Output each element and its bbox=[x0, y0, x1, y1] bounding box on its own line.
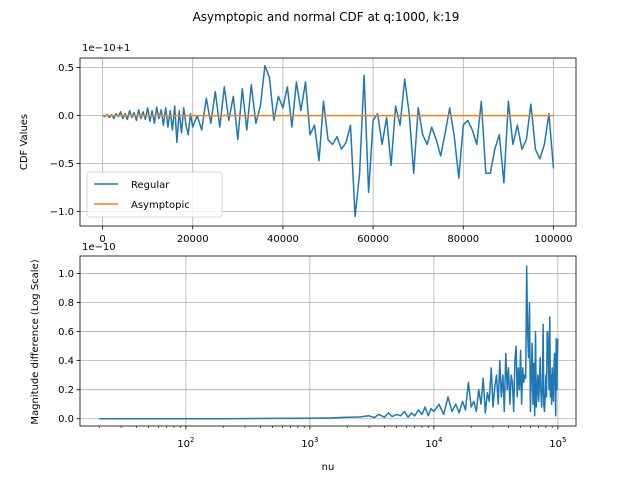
series-line-regular bbox=[102, 64, 555, 218]
top-y-tick-label: 0.0 bbox=[58, 111, 74, 122]
bottom-axes: 102 103 104 105 0.0 0.2 0.4 0.6 0.8 1.0 1e−10 Mag… bbox=[30, 242, 577, 473]
top-x-tick-label: 80000 bbox=[447, 234, 479, 245]
legend-regular-label: Regular bbox=[131, 180, 170, 191]
bottom-y-axis-label: Magnitude difference (Log Scale) bbox=[30, 259, 41, 424]
top-x-tick-label: 0 bbox=[99, 234, 105, 245]
top-offset-text: 1e−10+1 bbox=[82, 43, 130, 54]
bottom-y-tick-label: 0.0 bbox=[58, 414, 74, 425]
top-x-tick-label: 20000 bbox=[177, 234, 209, 245]
bottom-y-tick-label: 0.2 bbox=[58, 385, 74, 396]
top-y-tick-label: −1.0 bbox=[50, 207, 74, 218]
bottom-y-tick-label: 0.6 bbox=[58, 327, 74, 338]
bottom-x-tick-label: 103 bbox=[301, 436, 318, 450]
top-axes: 0 20000 40000 60000 80000 100000 −1.0 −0.5 0.0 0.… bbox=[19, 43, 577, 245]
top-x-tick-label: 100000 bbox=[534, 234, 572, 245]
top-x-tick-label: 40000 bbox=[267, 234, 299, 245]
bottom-x-tick-label: 104 bbox=[425, 436, 443, 450]
bottom-offset-text: 1e−10 bbox=[82, 242, 116, 253]
top-y-tick-label: 0.5 bbox=[58, 63, 74, 74]
top-y-axis-label: CDF Values bbox=[19, 114, 30, 170]
bottom-y-tick-label: 0.8 bbox=[58, 298, 74, 309]
figure-title: Asymptopic and normal CDF at q:1000, k:1… bbox=[193, 10, 460, 24]
top-y-tick-label: −0.5 bbox=[50, 159, 74, 170]
series-line-difference bbox=[99, 265, 559, 420]
bottom-x-tick-label: 102 bbox=[177, 436, 194, 450]
bottom-y-tick-label: 0.4 bbox=[58, 356, 74, 367]
top-x-tick-label: 60000 bbox=[357, 234, 389, 245]
bottom-x-tick-label: 105 bbox=[549, 436, 566, 450]
bottom-y-tick-label: 1.0 bbox=[58, 269, 74, 280]
legend-asymptotic-label: Asymptopic bbox=[131, 200, 190, 211]
bottom-x-axis-label: nu bbox=[322, 462, 335, 473]
legend: Regular Asymptopic bbox=[86, 171, 223, 218]
